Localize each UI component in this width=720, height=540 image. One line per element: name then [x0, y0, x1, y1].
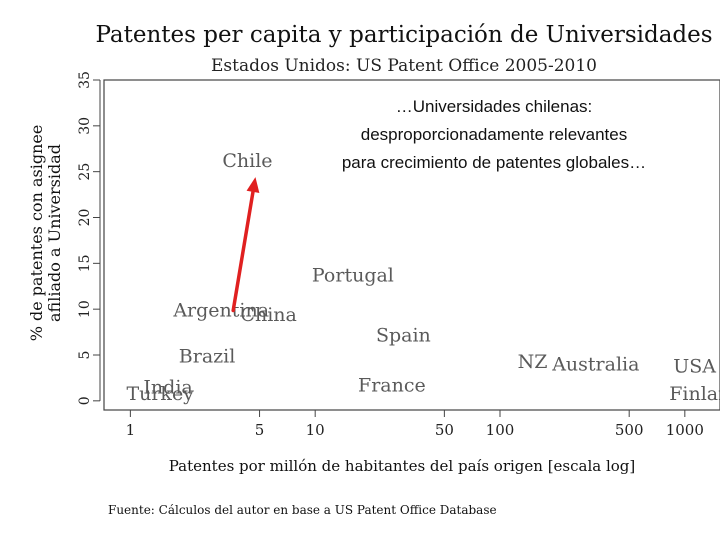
annotation-line: desproporcionadamente relevantes	[361, 125, 628, 144]
x-tick-label: 500	[615, 421, 644, 439]
point-label: NZ	[518, 351, 548, 373]
point-label: India	[143, 377, 192, 399]
source-note: Fuente: Cálculos del autor en base a US …	[108, 503, 497, 517]
point-label: Finland	[669, 383, 720, 405]
chart-title: Patentes per capita y participación de U…	[95, 22, 712, 48]
y-tick-label: 25	[77, 163, 93, 181]
y-axis-label-line: % de patentes con asignee	[27, 125, 46, 342]
arrow-head	[246, 177, 260, 193]
y-axis-label: % de patentes con asigneeafiliado a Univ…	[27, 125, 64, 342]
point-label: France	[358, 375, 426, 397]
y-axis-label-group: % de patentes con asigneeafiliado a Univ…	[27, 125, 64, 342]
x-tick-label: 1000	[666, 421, 704, 439]
point-label: Australia	[551, 354, 639, 376]
x-tick-label: 50	[435, 421, 454, 439]
x-tick-label: 10	[306, 421, 325, 439]
annotation-line: para crecimiento de patentes globales…	[342, 153, 646, 172]
point-label: Argentina	[172, 300, 269, 322]
y-tick-label: 5	[77, 351, 93, 360]
y-tick-label: 30	[77, 117, 93, 135]
point-label: Chile	[222, 150, 272, 172]
point-label: Portugal	[312, 265, 394, 287]
y-axis-label-line: afiliado a Universidad	[45, 144, 64, 322]
annotation-line: …Universidades chilenas:	[396, 97, 593, 116]
y-tick-label: 35	[77, 71, 93, 89]
point-label: Turkey	[126, 383, 194, 405]
y-tick-label: 10	[77, 300, 93, 318]
y-tick-label: 20	[77, 209, 93, 227]
x-tick-label: 1	[126, 421, 136, 439]
x-tick-label: 5	[255, 421, 265, 439]
x-tick-label: 100	[486, 421, 515, 439]
point-label: Spain	[376, 324, 431, 346]
y-tick-label: 0	[77, 396, 93, 405]
point-label: Brazil	[179, 345, 236, 367]
y-tick-label: 15	[77, 254, 93, 272]
point-label: China	[240, 304, 296, 326]
annotation-arrow	[231, 177, 260, 313]
x-axis-label: Patentes por millón de habitantes del pa…	[169, 457, 636, 475]
x-axis: 1 5 10 50 100 500 1000	[126, 409, 704, 439]
arrow-shaft	[231, 190, 255, 313]
y-axis: 0 5 10 15 20 25 30 35	[77, 71, 101, 405]
chart-subtitle: Estados Unidos: US Patent Office 2005-20…	[211, 56, 597, 76]
point-label: USA	[673, 355, 716, 377]
